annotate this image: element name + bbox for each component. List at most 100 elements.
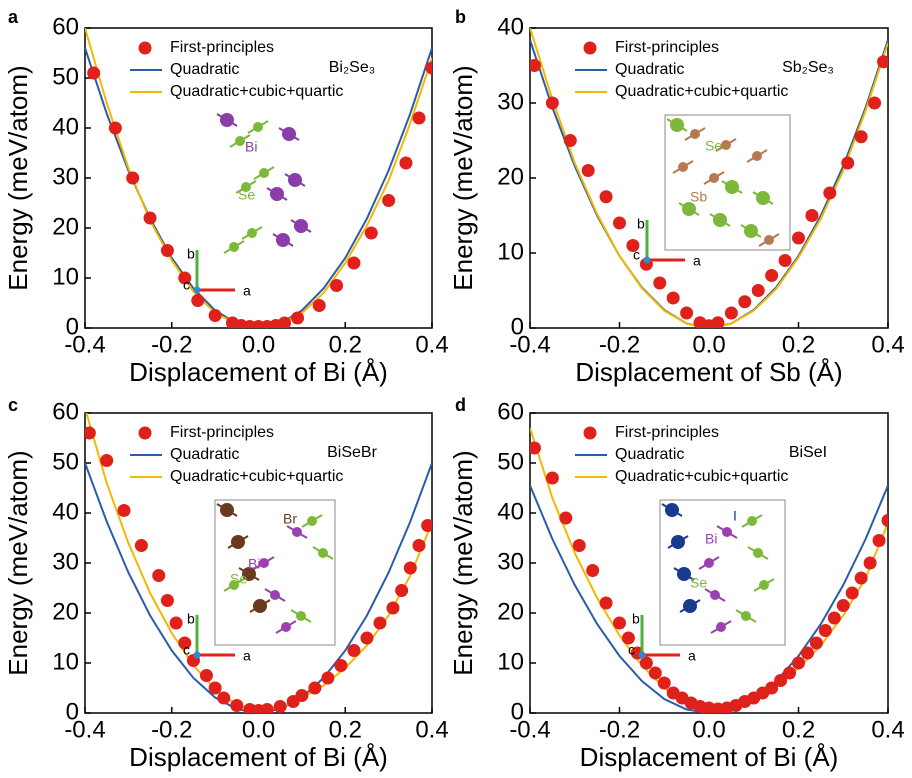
legend-marker — [138, 41, 152, 55]
atom-arrow — [672, 160, 694, 174]
atom-arrow — [747, 546, 769, 560]
atom-arrow — [661, 503, 683, 517]
panel-label: a — [8, 7, 19, 27]
atom-arrow — [249, 599, 271, 613]
atom-arrow — [735, 609, 757, 623]
legend-label: Quadratic — [170, 446, 239, 463]
data-point — [403, 561, 417, 575]
data-point — [217, 691, 231, 705]
atom-arrow — [266, 187, 288, 201]
data-point — [208, 309, 222, 322]
compound-label: BiSeI — [789, 444, 827, 461]
x-tick-label: 0.2 — [329, 331, 362, 358]
inset-box — [659, 499, 786, 646]
axis-c — [193, 286, 201, 294]
data-point — [653, 276, 667, 290]
atom-arrow — [684, 127, 706, 141]
data-point — [599, 190, 613, 204]
plot-area — [85, 28, 432, 328]
data-point — [765, 269, 779, 282]
plot-area — [530, 427, 888, 713]
atom-arrow — [247, 120, 269, 134]
inset: Bi Se a bc — [183, 113, 312, 299]
data-point — [295, 689, 309, 702]
inset-axis-label: a — [243, 283, 251, 299]
panel: a -0.4 -0.2 0.0 0.2 0.4 0 10 20 30 40 50 60 Displacem… — [3, 7, 449, 387]
legend-label: First-principles — [170, 424, 274, 441]
data-point — [738, 295, 752, 309]
atom-arrow — [666, 118, 688, 132]
x-tick-label: 0.2 — [329, 716, 362, 743]
legend-label: First-principles — [615, 39, 719, 56]
data-point — [818, 624, 832, 637]
inset-label: Se — [230, 571, 247, 587]
inset-box — [214, 499, 336, 646]
y-tick-label: 10 — [497, 648, 524, 675]
atom-arrow — [284, 173, 306, 187]
atom-arrow — [704, 588, 726, 602]
y-tick-label: 40 — [497, 13, 524, 40]
data-point — [881, 514, 888, 527]
atom-arrow — [741, 514, 763, 528]
data-point — [783, 666, 797, 680]
data-point — [581, 164, 595, 177]
data-point — [621, 631, 635, 645]
legend-label: Quadratic — [615, 61, 684, 78]
data-point — [160, 594, 174, 607]
y-tick-label: 40 — [497, 498, 524, 525]
inset: Br BiSe a bc — [183, 499, 336, 664]
data-point — [347, 256, 361, 270]
compound-label: Sb₂Se₃ — [782, 59, 834, 76]
atom-arrow — [667, 535, 689, 549]
data-point — [308, 681, 322, 695]
data-point — [278, 316, 292, 328]
inset-axis-label: b — [187, 611, 195, 627]
data-point — [841, 156, 855, 170]
atom-arrow — [746, 149, 768, 163]
x-tick-label: 0.0 — [242, 716, 275, 743]
y-tick-label: 0 — [511, 313, 524, 340]
data-point — [199, 669, 213, 682]
y-tick-label: 0 — [66, 313, 79, 340]
atom-arrow — [223, 240, 245, 254]
atom-arrow — [679, 599, 701, 613]
atom-arrow — [241, 226, 263, 240]
panel: b -0.4 -0.2 0.0 0.2 0.4 0 10 20 30 40 Displacement … — [448, 7, 905, 387]
data-point — [399, 156, 413, 170]
data-point — [152, 569, 166, 582]
inset-label: Se — [238, 187, 255, 203]
atom-arrow — [709, 213, 731, 227]
atom-arrow — [227, 535, 249, 549]
atom-arrow — [253, 556, 275, 570]
x-tick-label: 0.0 — [692, 331, 725, 358]
x-tick-label: -0.2 — [151, 716, 192, 743]
data-point — [751, 284, 765, 297]
data-point — [648, 666, 662, 680]
data-point — [386, 601, 400, 615]
inset-axis-label: c — [633, 247, 640, 263]
data-point — [657, 676, 671, 690]
y-tick-label: 50 — [497, 448, 524, 475]
y-axis-label: Energy (meV/atom) — [3, 450, 33, 675]
y-tick-label: 60 — [52, 13, 79, 40]
data-point — [347, 644, 361, 657]
data-point — [412, 539, 426, 552]
inset-label: Sb — [690, 189, 707, 205]
atom-arrow — [312, 546, 334, 560]
data-point — [765, 681, 779, 695]
data-point — [711, 316, 725, 328]
inset-label: Bi — [705, 531, 717, 547]
inset-label: Bi — [245, 139, 257, 155]
inset-axis-label: a — [243, 648, 251, 664]
x-tick-label: 0.4 — [871, 716, 904, 743]
data-point — [412, 111, 426, 125]
data-point — [680, 306, 694, 320]
data-point — [230, 699, 244, 712]
atom-arrow — [216, 113, 238, 127]
inset: Se Sb a bc — [633, 114, 791, 269]
atom-arrow — [290, 609, 312, 623]
plot-area — [85, 413, 432, 713]
legend-label: Quadratic+cubic+quartic — [170, 468, 343, 485]
axis-c — [638, 651, 646, 659]
data-point — [792, 656, 805, 670]
